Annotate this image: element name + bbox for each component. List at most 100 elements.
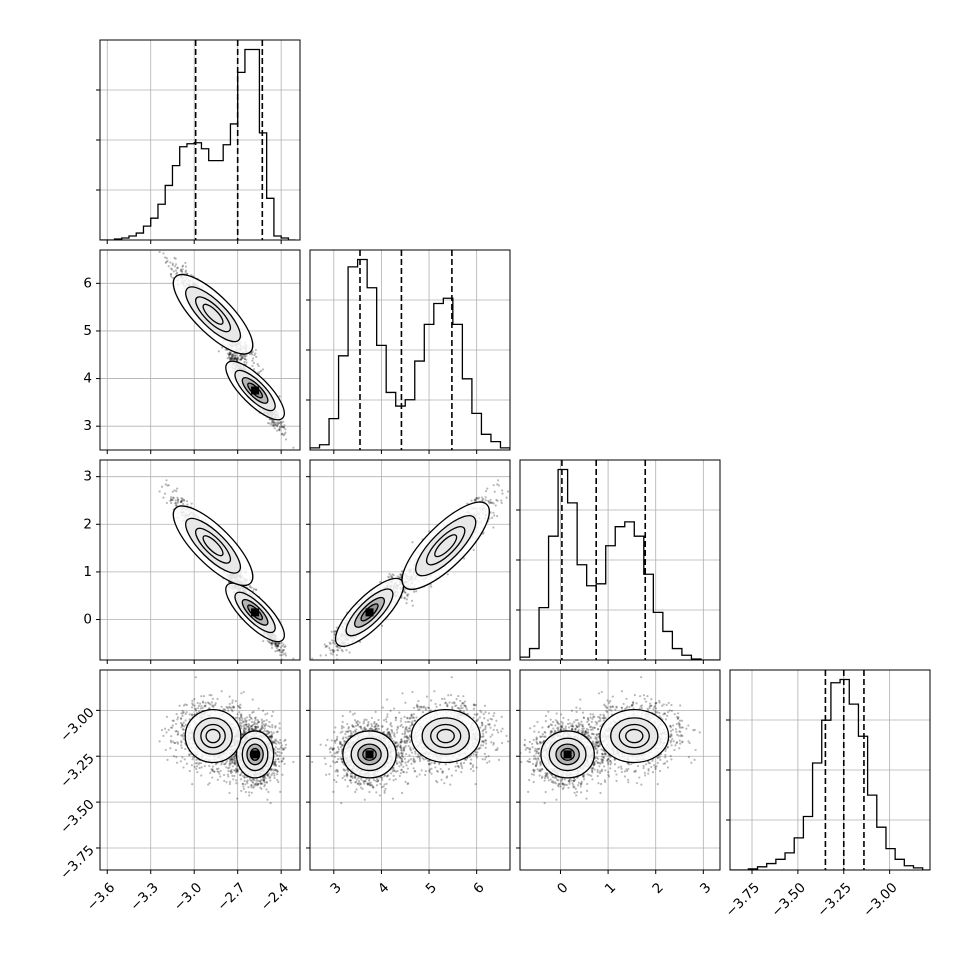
- sample-point: [266, 639, 269, 642]
- sample-point: [238, 358, 241, 361]
- sample-point: [248, 584, 251, 587]
- contour-line: [172, 273, 254, 355]
- sample-point: [281, 425, 284, 429]
- panel-frame: [99, 39, 301, 241]
- sample-point: [249, 586, 252, 589]
- sample-point: [233, 358, 236, 361]
- sample-point: [281, 650, 284, 653]
- sample-point: [278, 642, 281, 645]
- sample-point: [280, 654, 283, 657]
- sample-point: [245, 354, 248, 358]
- sample-point: [239, 358, 242, 361]
- sample-point: [282, 643, 285, 646]
- sample-point: [284, 438, 288, 441]
- sample-point: [233, 356, 236, 360]
- sample-point: [251, 364, 254, 367]
- sample-point: [231, 353, 234, 356]
- sample-point: [235, 357, 238, 360]
- sample-point: [278, 429, 281, 432]
- panel-0-0: [96, 39, 301, 244]
- sample-point: [233, 357, 236, 360]
- sample-point: [170, 501, 173, 505]
- sample-point: [241, 356, 244, 359]
- sample-point: [267, 421, 270, 425]
- sample-point: [231, 355, 234, 358]
- sample-point: [281, 651, 284, 654]
- sample-point: [253, 353, 256, 357]
- sample-point: [268, 422, 271, 425]
- sample-point: [243, 358, 247, 361]
- sample-point: [277, 642, 280, 646]
- sample-point: [260, 369, 263, 372]
- sample-point: [181, 268, 184, 271]
- sample-point: [169, 273, 173, 276]
- sample-point: [230, 357, 233, 360]
- sample-point: [163, 492, 167, 495]
- contour-line: [225, 360, 285, 421]
- sample-point: [158, 490, 161, 493]
- sample-point: [276, 641, 279, 645]
- sample-point: [271, 420, 274, 423]
- sample-point: [184, 261, 187, 264]
- sample-point: [278, 421, 281, 424]
- sample-point: [182, 498, 186, 501]
- sample-point: [229, 351, 232, 354]
- sample-point: [181, 264, 185, 267]
- sample-point: [179, 268, 183, 271]
- sample-point: [217, 350, 220, 353]
- sample-point: [235, 358, 238, 361]
- sample-point: [228, 356, 231, 360]
- sample-point: [233, 357, 236, 361]
- sample-point: [274, 644, 277, 647]
- sample-point: [185, 500, 189, 503]
- sample-point: [273, 642, 277, 645]
- sample-point: [175, 487, 179, 490]
- sample-point: [227, 355, 231, 359]
- sample-point: [272, 422, 276, 425]
- sample-point: [176, 498, 180, 501]
- sample-point: [271, 421, 274, 424]
- sample-point: [280, 432, 283, 436]
- sample-point: [176, 501, 179, 504]
- sample-point: [176, 500, 180, 503]
- sample-point: [283, 646, 286, 649]
- sample-point: [255, 588, 258, 592]
- sample-point: [174, 502, 178, 505]
- sample-point: [229, 356, 232, 360]
- sample-point: [273, 421, 276, 424]
- sample-point: [282, 649, 285, 652]
- sample-point: [179, 500, 182, 503]
- contour-line: [195, 296, 232, 333]
- sample-point: [164, 483, 167, 486]
- sample-point: [281, 644, 284, 648]
- sample-point: [283, 433, 286, 436]
- sample-point: [183, 499, 186, 502]
- sample-point: [254, 352, 257, 355]
- sample-point: [171, 490, 174, 493]
- sample-point: [184, 269, 187, 272]
- sample-point: [275, 429, 279, 432]
- sample-point: [174, 265, 177, 268]
- sample-point: [268, 640, 271, 644]
- sample-point: [174, 502, 177, 505]
- sample-point: [251, 359, 254, 362]
- sample-point: [280, 425, 283, 428]
- y-tick-label: 6: [83, 275, 92, 291]
- sample-point: [236, 357, 239, 360]
- sample-point: [278, 641, 281, 645]
- sample-point: [186, 503, 189, 506]
- sample-point: [282, 420, 285, 423]
- panel-frame: [309, 249, 511, 451]
- sample-point: [272, 424, 275, 428]
- sample-point: [228, 358, 232, 361]
- sample-point: [278, 426, 281, 429]
- sample-point: [190, 502, 193, 505]
- sample-point: [233, 357, 236, 360]
- sample-point: [274, 645, 277, 648]
- sample-point: [181, 497, 184, 500]
- sample-point: [274, 423, 277, 426]
- sample-point: [239, 358, 242, 361]
